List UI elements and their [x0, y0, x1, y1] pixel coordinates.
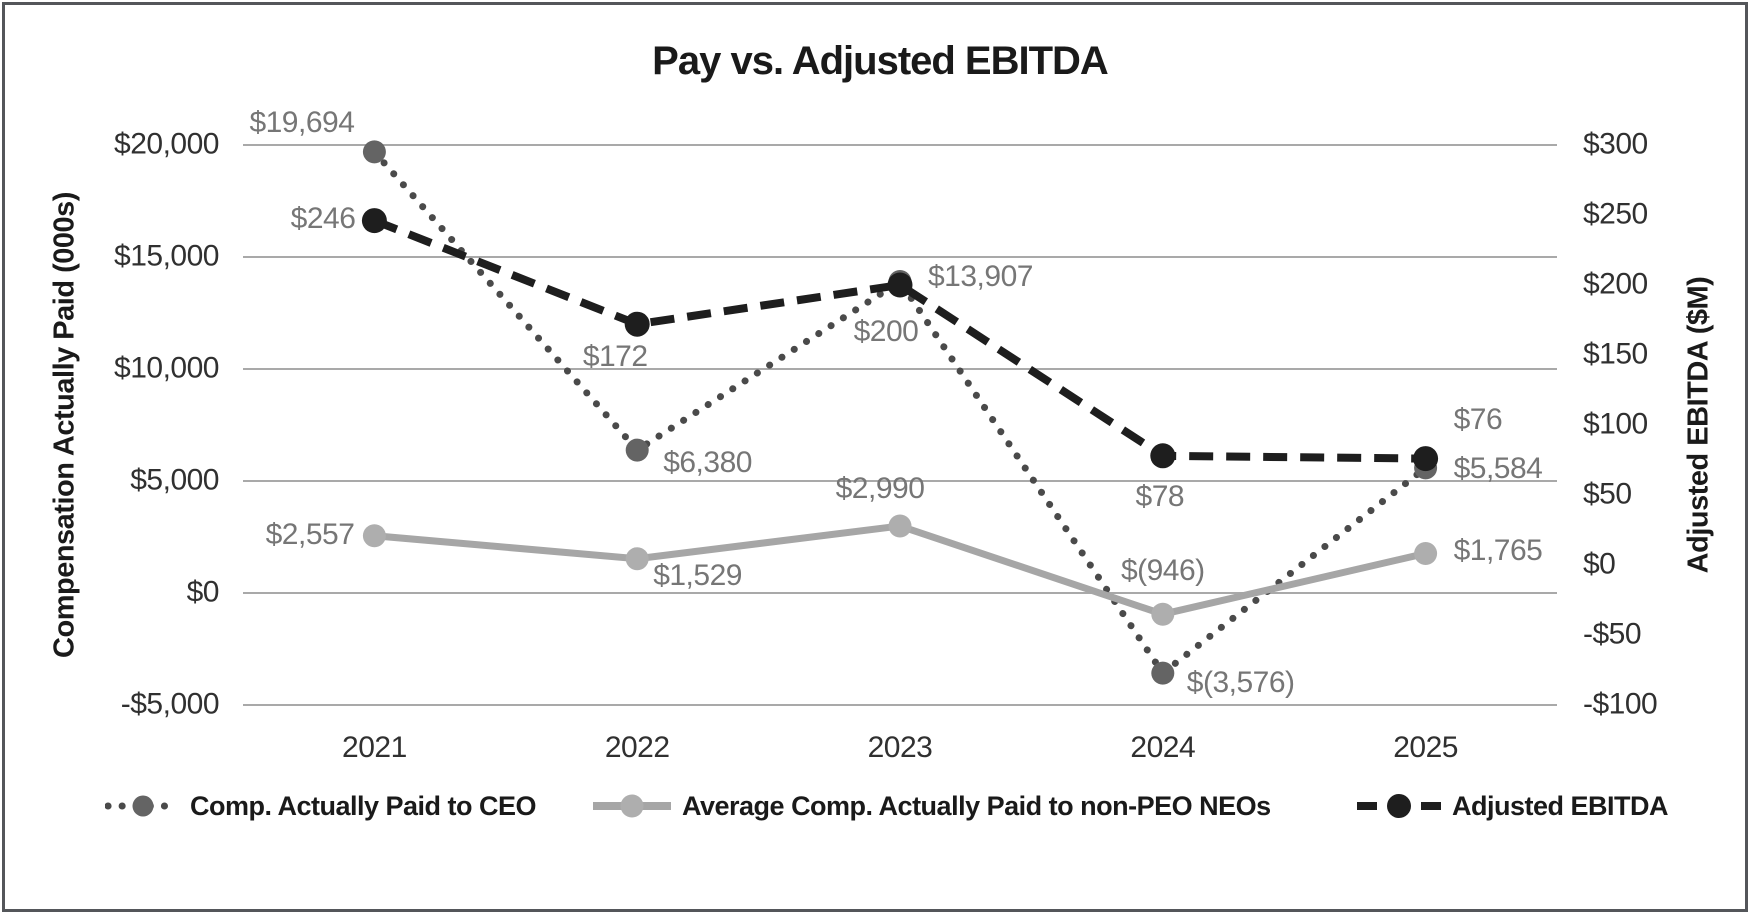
right-tick-label: -$50	[1583, 617, 1642, 651]
data-label: $6,380	[663, 446, 752, 480]
data-point	[1150, 443, 1176, 469]
dashed-line-marker-icon	[1357, 794, 1441, 818]
right-tick-label: $250	[1583, 197, 1648, 231]
right-tick-label: $100	[1583, 407, 1648, 441]
left-tick-label: $5,000	[130, 463, 219, 497]
data-point	[1413, 446, 1439, 472]
legend-item-ceo: Comp. Actually Paid to CEO	[105, 788, 537, 824]
legend-label-neo: Average Comp. Actually Paid to non-PEO N…	[682, 790, 1271, 821]
data-label: $2,557	[265, 517, 355, 551]
plot-area	[243, 140, 1557, 706]
x-tick-label: 2024	[1130, 731, 1196, 764]
left-tick-label: $15,000	[114, 239, 219, 273]
data-point	[625, 547, 649, 571]
right-tick-label: $150	[1583, 337, 1648, 371]
data-label: $172	[582, 340, 648, 374]
data-label: $5,584	[1453, 451, 1543, 485]
legend-item-neo: Average Comp. Actually Paid to non-PEO N…	[591, 788, 1271, 824]
data-point	[625, 438, 649, 462]
series-line-2	[372, 216, 1426, 463]
data-label: $78	[1135, 479, 1185, 513]
data-point	[888, 514, 912, 538]
right-tick-label: -$100	[1583, 687, 1658, 721]
data-point	[361, 208, 387, 234]
dotted-line-marker-icon	[105, 795, 181, 817]
legend-label-ebitda: Adjusted EBITDA	[1452, 790, 1669, 821]
right-axis-title: Adjusted EBITDA ($M)	[1682, 276, 1715, 574]
data-label: $19,694	[249, 105, 355, 139]
data-label: $1,529	[653, 558, 742, 592]
left-tick-label: $20,000	[114, 127, 219, 161]
data-label: $2,990	[835, 472, 925, 506]
data-point	[362, 524, 386, 548]
solid-line-marker-icon	[593, 794, 671, 818]
right-tick-label: $50	[1583, 477, 1632, 511]
data-point	[1151, 602, 1175, 626]
x-tick-label: 2025	[1393, 731, 1458, 764]
legend-label-ceo: Comp. Actually Paid to CEO	[190, 790, 537, 821]
x-tick-label: 2023	[867, 731, 933, 764]
data-point	[624, 311, 650, 337]
left-axis-title: Compensation Actually Paid (000s)	[48, 192, 81, 658]
x-tick-label: 2022	[604, 731, 670, 764]
right-tick-label: $0	[1583, 547, 1616, 581]
data-label: $1,765	[1453, 534, 1543, 568]
x-tick-label: 2021	[342, 731, 407, 764]
data-point	[887, 272, 913, 298]
data-label: $(946)	[1120, 554, 1205, 588]
right-tick-label: $300	[1583, 127, 1648, 161]
data-point	[362, 140, 386, 164]
data-label: $246	[290, 201, 356, 235]
left-tick-label: $10,000	[114, 351, 219, 385]
left-tick-label: $0	[186, 575, 220, 609]
series-line-0	[370, 148, 1430, 679]
series-line-1	[374, 522, 1427, 618]
chart-title: Pay vs. Adjusted EBITDA	[652, 39, 1109, 83]
data-label: $(3,576)	[1186, 666, 1295, 700]
data-label: $200	[853, 315, 919, 348]
data-point	[1414, 541, 1438, 565]
data-label: $76	[1453, 402, 1503, 436]
data-label: $13,907	[928, 260, 1033, 294]
left-tick-label: -$5,000	[120, 687, 220, 721]
right-tick-label: $200	[1583, 267, 1648, 301]
legend-item-ebitda: Adjusted EBITDA	[1355, 788, 1669, 824]
data-point	[1151, 661, 1175, 685]
